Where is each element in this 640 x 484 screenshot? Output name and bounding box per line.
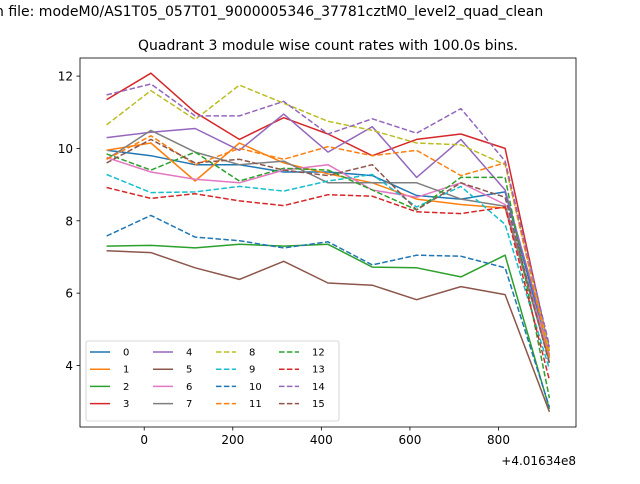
legend-box	[85, 340, 340, 422]
series-line-8	[106, 84, 551, 352]
series-line-7	[106, 129, 551, 363]
legend-label-4: 4	[186, 348, 192, 359]
series-line-10	[106, 214, 551, 408]
series-line-1	[106, 142, 551, 359]
legend-label-15: 15	[312, 399, 325, 410]
y-tick-label: 4	[65, 359, 73, 373]
legend-label-3: 3	[123, 399, 129, 410]
x-tick-label: 800	[487, 433, 510, 447]
chart-title: Quadrant 3 module wise count rates with …	[138, 38, 518, 54]
legend-label-2: 2	[123, 382, 129, 393]
y-tick-label: 12	[58, 70, 73, 84]
series-layer	[106, 72, 551, 413]
series-line-11	[106, 135, 551, 357]
x-axis-offset-label: +4.01634e8	[501, 454, 576, 468]
series-line-15	[106, 138, 551, 364]
legend-label-5: 5	[186, 365, 192, 376]
figure-suptitle: n file: modeM0/AS1T05_057T01_9000005346_…	[0, 4, 543, 20]
series-line-0	[106, 149, 551, 355]
x-tick-label: 0	[140, 433, 148, 447]
series-line-9	[106, 173, 551, 370]
x-tick-label: 200	[221, 433, 244, 447]
series-line-6	[106, 156, 551, 355]
legend-label-11: 11	[249, 399, 262, 410]
series-line-13	[106, 186, 551, 381]
x-tick-label: 400	[310, 433, 333, 447]
legend-label-9: 9	[249, 365, 255, 376]
y-tick-label: 10	[58, 142, 73, 156]
series-line-12	[106, 151, 551, 399]
legend-label-8: 8	[249, 348, 255, 359]
plot-frame-border	[79, 57, 577, 428]
legend-label-12: 12	[312, 348, 325, 359]
legend-label-0: 0	[123, 348, 129, 359]
y-tick-label: 8	[65, 214, 73, 228]
legend-label-7: 7	[186, 399, 192, 410]
legend-label-1: 1	[123, 365, 129, 376]
legend-label-13: 13	[312, 365, 325, 376]
x-tick-label: 600	[398, 433, 421, 447]
legend-label-10: 10	[249, 382, 262, 393]
series-line-14	[106, 83, 551, 346]
series-line-5	[106, 250, 551, 413]
series-line-2	[106, 243, 551, 410]
legend-label-14: 14	[312, 382, 325, 393]
series-line-4	[106, 113, 551, 348]
y-tick-label: 6	[65, 287, 73, 301]
legend-label-6: 6	[186, 382, 192, 393]
